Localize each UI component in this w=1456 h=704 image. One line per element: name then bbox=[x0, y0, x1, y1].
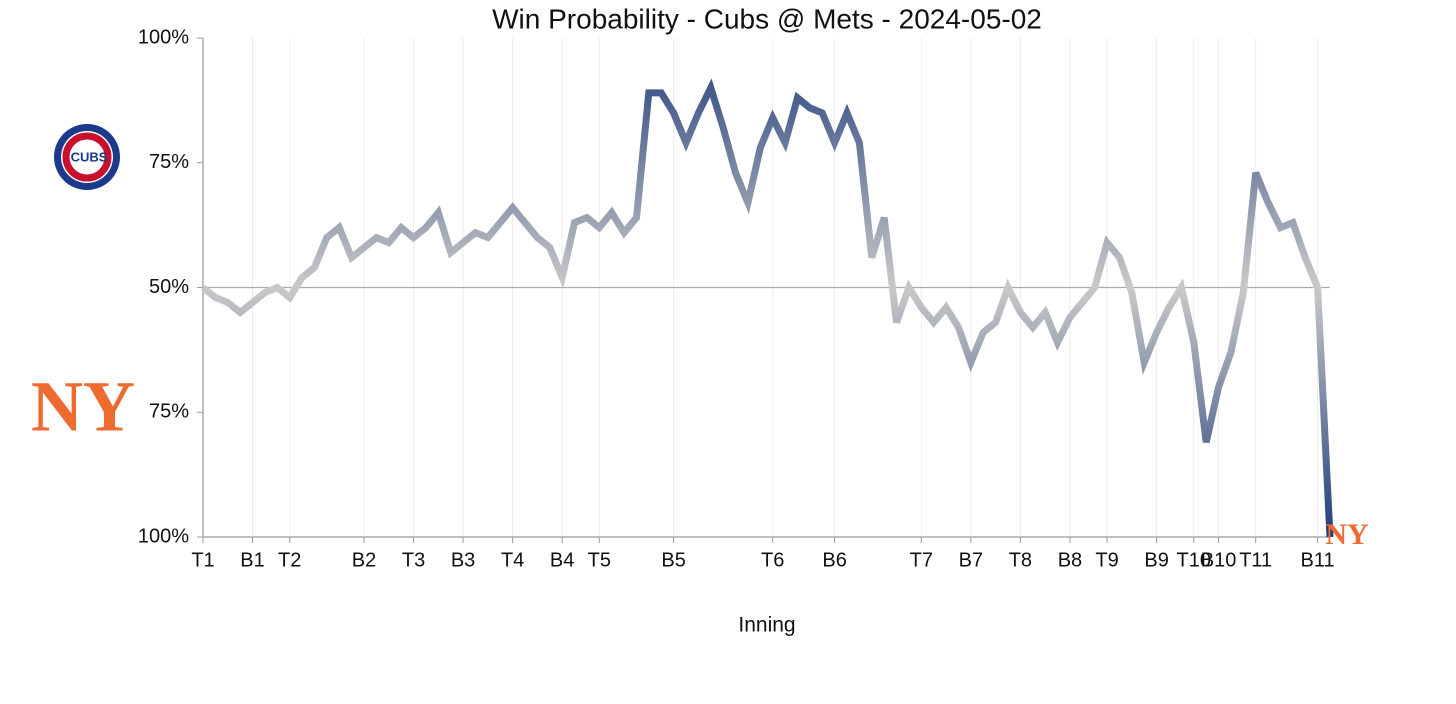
x-tick-label: T3 bbox=[402, 549, 425, 571]
win-probability-line bbox=[200, 78, 1334, 538]
x-tick-label: B1 bbox=[240, 549, 264, 571]
x-tick-label: B8 bbox=[1058, 549, 1082, 571]
x-tick-label: B6 bbox=[822, 549, 846, 571]
x-tick-label: T11 bbox=[1239, 549, 1272, 571]
x-tick-label: T4 bbox=[501, 549, 524, 571]
logo-c bbox=[62, 132, 112, 182]
x-tick-label: B2 bbox=[352, 549, 376, 571]
end-logo: NY bbox=[1325, 518, 1369, 551]
x-tick-label: B4 bbox=[550, 549, 574, 571]
x-tick-label: T8 bbox=[1009, 549, 1032, 571]
y-tick-label: 75% bbox=[149, 151, 189, 173]
x-tick-label: B5 bbox=[661, 549, 685, 571]
x-tick-label: T10 bbox=[1177, 549, 1211, 571]
x-tick-label: B7 bbox=[959, 549, 983, 571]
x-tick-label: T9 bbox=[1095, 549, 1118, 571]
y-tick-label: 100% bbox=[138, 525, 189, 547]
x-tick-label: T5 bbox=[588, 549, 611, 571]
logo-text: CUBS bbox=[71, 149, 108, 164]
x-tick-label: B11 bbox=[1301, 549, 1335, 571]
x-tick-label: B9 bbox=[1144, 549, 1168, 571]
x-axis-label: Inning bbox=[738, 614, 795, 637]
x-tick-label: T7 bbox=[910, 549, 933, 571]
chart-title: Win Probability - Cubs @ Mets - 2024-05-… bbox=[492, 3, 1042, 34]
x-tick-label: T6 bbox=[761, 549, 784, 571]
home-logo: NY bbox=[31, 367, 135, 447]
x-tick-label: T2 bbox=[278, 549, 301, 571]
y-tick-label: 50% bbox=[149, 276, 189, 298]
y-tick-label: 100% bbox=[138, 26, 189, 48]
x-tick-label: B10 bbox=[1201, 549, 1237, 571]
x-tick-label: T1 bbox=[191, 549, 214, 571]
y-tick-label: 75% bbox=[149, 401, 189, 423]
x-tick-label: B3 bbox=[451, 549, 475, 571]
away-logo: CUBS bbox=[54, 124, 120, 190]
